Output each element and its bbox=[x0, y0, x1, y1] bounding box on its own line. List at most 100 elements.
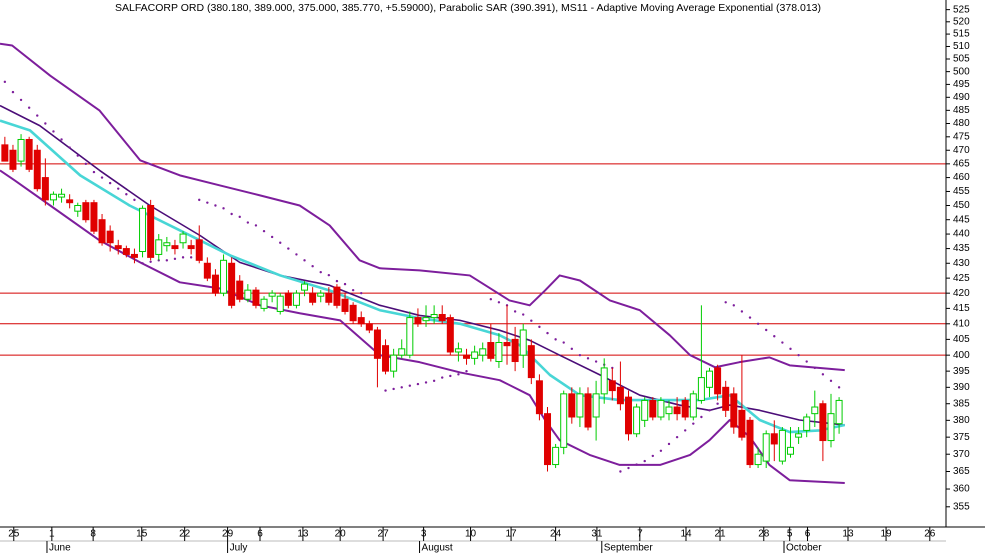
x-tick-label: 13 bbox=[297, 529, 309, 540]
candle-body bbox=[471, 351, 479, 359]
sar-dot bbox=[522, 313, 525, 316]
sar-dot bbox=[449, 374, 452, 378]
candle-body bbox=[576, 393, 584, 418]
sar-dot bbox=[84, 162, 88, 166]
sar-dot bbox=[238, 215, 241, 219]
sar-dot bbox=[432, 379, 436, 383]
x-tick-label: 25 bbox=[8, 529, 20, 540]
sar-dot bbox=[570, 347, 574, 351]
candle-body bbox=[301, 283, 309, 291]
sar-dot bbox=[214, 204, 217, 207]
candle-body bbox=[657, 399, 665, 418]
sar-dot bbox=[708, 409, 711, 412]
x-tick-label: 17 bbox=[506, 529, 518, 540]
sar-dot bbox=[740, 310, 744, 313]
x-tick-label: 24 bbox=[550, 529, 562, 540]
y-tick-label: 480 bbox=[953, 118, 970, 129]
candle-body bbox=[803, 416, 811, 431]
candle-body bbox=[365, 323, 373, 331]
candle-body bbox=[487, 342, 495, 359]
sar-dot bbox=[667, 442, 671, 446]
candle-body bbox=[41, 177, 49, 201]
sar-dot bbox=[44, 122, 47, 125]
sar-dot bbox=[262, 229, 266, 233]
candle-body bbox=[357, 317, 365, 325]
y-tick-label: 395 bbox=[953, 366, 970, 377]
sar-dot bbox=[206, 201, 209, 204]
y-tick-label: 440 bbox=[953, 229, 970, 240]
candle-body bbox=[9, 149, 17, 170]
sar-dot bbox=[60, 138, 63, 141]
sar-dot bbox=[173, 257, 177, 261]
x-tick-label: 13 bbox=[842, 529, 854, 540]
sar-dot bbox=[189, 256, 193, 259]
x-tick-label: 7 bbox=[637, 529, 643, 540]
sar-dot bbox=[36, 114, 39, 117]
candle-body bbox=[236, 280, 244, 300]
candle-body bbox=[730, 393, 738, 428]
candle-body bbox=[560, 393, 568, 448]
candle-body bbox=[689, 393, 697, 418]
sar-dot bbox=[92, 170, 96, 174]
candle-body bbox=[17, 138, 25, 162]
sar-dot bbox=[416, 382, 420, 386]
candle-body bbox=[163, 242, 171, 247]
x-tick-label: 26 bbox=[924, 529, 936, 540]
x-tick-label: 15 bbox=[136, 529, 148, 540]
y-tick-label: 400 bbox=[953, 350, 970, 361]
candle-body bbox=[284, 292, 292, 306]
sar-dot bbox=[351, 288, 355, 292]
sar-dot bbox=[270, 235, 274, 239]
sar-dot bbox=[311, 265, 314, 268]
x-tick-label: 6 bbox=[257, 529, 263, 540]
x-tick-label: 28 bbox=[758, 529, 770, 540]
x-tick-label: 5 bbox=[787, 529, 793, 540]
candle-body bbox=[333, 286, 341, 306]
candle-body bbox=[187, 245, 195, 250]
candle-body bbox=[155, 239, 163, 255]
sar-dot bbox=[586, 357, 590, 360]
sar-dot bbox=[457, 373, 460, 376]
candle-body bbox=[527, 345, 535, 379]
y-tick-label: 360 bbox=[953, 484, 970, 495]
sar-dot bbox=[108, 181, 112, 185]
sar-dot bbox=[805, 360, 808, 363]
x-tick-label: 29 bbox=[222, 529, 234, 540]
candle-body bbox=[130, 253, 138, 258]
sar-dot bbox=[441, 376, 444, 379]
candle-body bbox=[114, 245, 122, 250]
sar-dot bbox=[619, 470, 622, 473]
candle-body bbox=[317, 292, 325, 297]
y-tick-label: 430 bbox=[953, 258, 970, 269]
candle-body bbox=[770, 433, 778, 445]
month-label: June bbox=[49, 543, 71, 553]
y-tick-label: 450 bbox=[953, 200, 970, 211]
sar-dot bbox=[578, 353, 582, 357]
x-tick-label: 21 bbox=[714, 529, 726, 540]
candle-body bbox=[625, 396, 633, 435]
candle-body bbox=[252, 289, 260, 306]
sar-dot bbox=[246, 221, 250, 224]
candle-body bbox=[706, 370, 713, 388]
sar-dot bbox=[837, 386, 841, 389]
candle-body bbox=[819, 403, 827, 442]
candle-body bbox=[179, 233, 187, 244]
sar-dot bbox=[384, 389, 387, 392]
sar-dot bbox=[76, 154, 79, 157]
sar-dot bbox=[821, 373, 825, 376]
candle-body bbox=[722, 386, 730, 411]
sar-dot bbox=[400, 386, 403, 389]
candle-body bbox=[641, 399, 649, 421]
y-tick-label: 455 bbox=[953, 186, 970, 197]
candle-body bbox=[463, 354, 471, 359]
chart-title: SALFACORP ORD (380.180, 389.000, 375.000… bbox=[115, 2, 821, 14]
y-tick-label: 510 bbox=[953, 41, 970, 52]
y-tick-label: 425 bbox=[953, 273, 970, 284]
sar-dot bbox=[732, 304, 735, 307]
candle-body bbox=[778, 429, 786, 462]
candle-body bbox=[438, 314, 446, 322]
x-tick-label: 8 bbox=[90, 529, 96, 540]
candle-body bbox=[786, 446, 794, 455]
candle-body bbox=[795, 433, 803, 438]
